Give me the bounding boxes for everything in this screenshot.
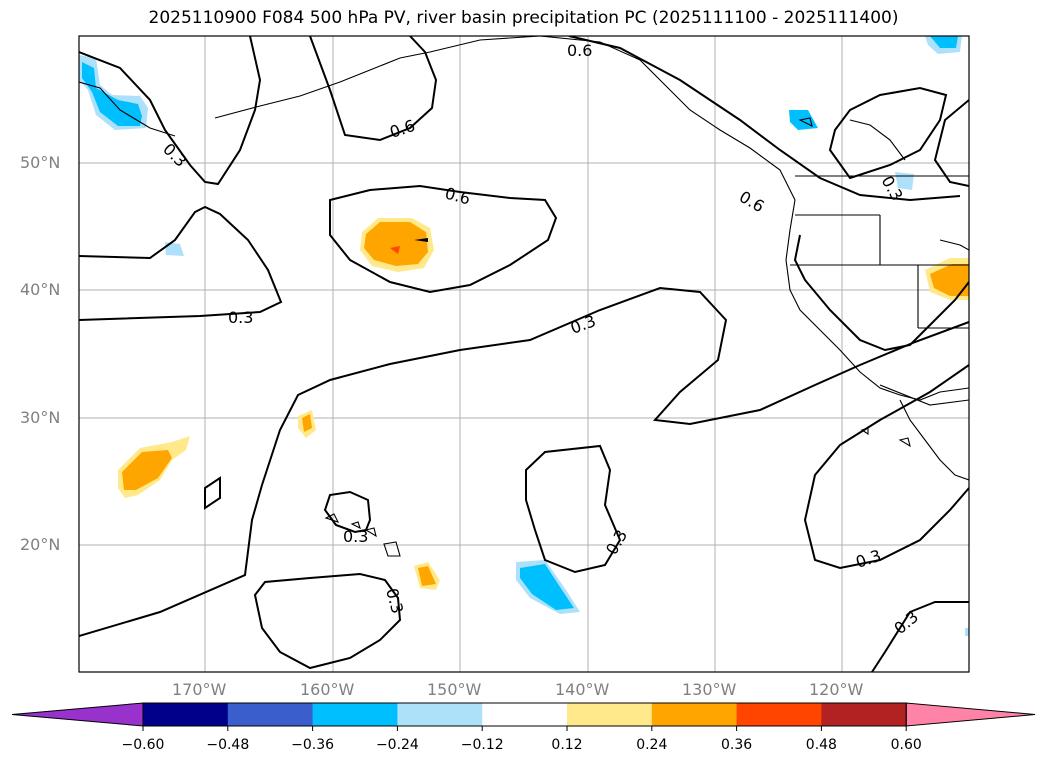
contour-label: 0.6 bbox=[443, 184, 473, 209]
map-title: 2025110900 F084 500 hPa PV, river basin … bbox=[148, 8, 899, 28]
colorbar-extend-low bbox=[11, 702, 144, 727]
lon-label: 160°W bbox=[300, 680, 355, 699]
colorbar-segment bbox=[736, 703, 822, 726]
colorbar-tick-label: 0.24 bbox=[636, 737, 668, 753]
gridlines bbox=[79, 36, 969, 672]
colorbar-tick-label: −0.36 bbox=[291, 737, 335, 753]
lat-label: 20°N bbox=[20, 535, 61, 554]
contour-label: 0.6 bbox=[387, 116, 417, 142]
contour-label: 0.3 bbox=[568, 311, 598, 338]
contour-03-subtropic bbox=[525, 444, 622, 574]
contour-03-west-coast bbox=[793, 234, 969, 352]
contour-03-far-south bbox=[871, 601, 969, 672]
colorbar-segment bbox=[312, 703, 398, 726]
colorbar-segment bbox=[482, 703, 568, 726]
contour-03-hawaii bbox=[323, 490, 372, 534]
lat-label: 30°N bbox=[20, 408, 61, 427]
colorbar-segment bbox=[651, 703, 738, 726]
colorbar-segment bbox=[821, 703, 907, 726]
lat-label: 50°N bbox=[20, 153, 61, 172]
lon-label: 150°W bbox=[427, 680, 482, 699]
colorbar-tick-label: −0.60 bbox=[121, 737, 165, 753]
colorbar-segment bbox=[397, 703, 483, 726]
colorbar-tick-label: 0.36 bbox=[721, 737, 753, 753]
pv-contours bbox=[79, 36, 969, 672]
contour-03-northwest bbox=[79, 36, 262, 186]
contour-label: 0.3 bbox=[343, 527, 368, 546]
colorbar-frame bbox=[142, 702, 907, 727]
contour-03-canada bbox=[828, 86, 948, 180]
lon-label: 130°W bbox=[682, 680, 737, 699]
contour-label: 0.3 bbox=[602, 526, 631, 558]
lat-label: 40°N bbox=[20, 280, 61, 299]
contour-06-central bbox=[329, 184, 558, 294]
colorbar-tick-label: 0.12 bbox=[551, 737, 583, 753]
contour-label: 0.3 bbox=[159, 139, 190, 170]
contour-03-west bbox=[79, 205, 283, 321]
lon-label: 170°W bbox=[172, 680, 227, 699]
contour-06-aleutian bbox=[309, 36, 438, 142]
contour-label: 0.3 bbox=[890, 607, 922, 638]
contour-label: 0.3 bbox=[382, 586, 407, 616]
colorbar-segment bbox=[227, 703, 314, 726]
contour-label: 0.6 bbox=[736, 187, 768, 216]
contour-label: 0.3 bbox=[853, 546, 883, 572]
colorbar-extend-high bbox=[905, 702, 1036, 727]
colorbar-tick-label: −0.12 bbox=[460, 737, 504, 753]
lon-label: 140°W bbox=[555, 680, 610, 699]
precip-shading bbox=[79, 36, 969, 636]
colorbar-tick-label: −0.48 bbox=[206, 737, 250, 753]
contour-06-pnw bbox=[568, 36, 961, 202]
contour-03-southeast bbox=[803, 364, 969, 570]
contour-03-south bbox=[253, 572, 402, 670]
colorbar-tick-label: 0.60 bbox=[890, 737, 922, 753]
coastlines bbox=[79, 36, 969, 557]
colorbar-tick-label: −0.24 bbox=[375, 737, 419, 753]
contour-label: 0.6 bbox=[567, 41, 592, 60]
colorbar-segment bbox=[143, 703, 229, 726]
lon-label: 120°W bbox=[809, 680, 864, 699]
contour-03-main bbox=[79, 286, 969, 637]
colorbar bbox=[11, 702, 1036, 731]
colorbar-segment bbox=[567, 703, 653, 726]
colorbar-tick-label: 0.48 bbox=[805, 737, 837, 753]
map-frame bbox=[78, 35, 970, 673]
contour-label: 0.3 bbox=[228, 308, 253, 327]
